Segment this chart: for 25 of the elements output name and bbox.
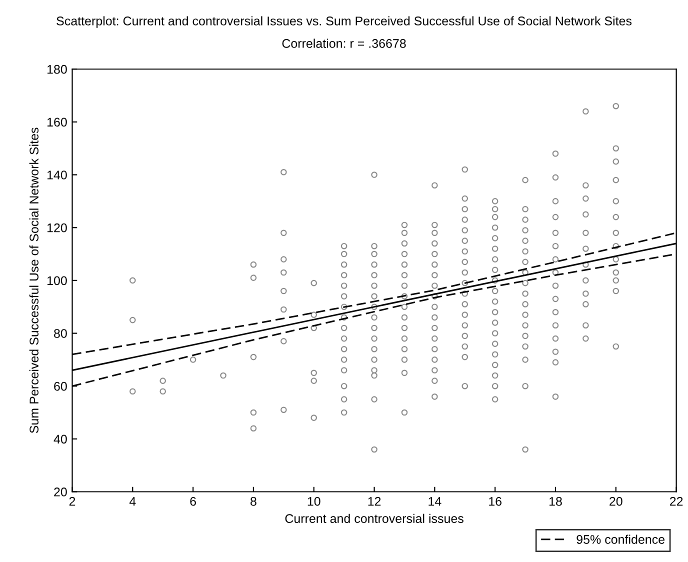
y-tick-label: 20 bbox=[54, 488, 67, 496]
y-tick-label: 140 bbox=[47, 170, 67, 180]
y-tick-label: 100 bbox=[47, 276, 67, 286]
chart-subtitle: Correlation: r = .36678 bbox=[282, 38, 406, 48]
x-tick-label: 22 bbox=[670, 496, 683, 506]
y-tick-label: 160 bbox=[47, 118, 67, 127]
chart-title: Scatterplot: Current and controversial Issues vs. Sum Perceived Successful Use of Social Network Sites bbox=[56, 16, 632, 28]
x-tick-label: 18 bbox=[549, 496, 562, 506]
x-tick-label: 16 bbox=[489, 496, 502, 506]
x-tick-label: 20 bbox=[610, 496, 622, 506]
legend-label: 95% confidence bbox=[576, 534, 665, 544]
y-tick-label: 120 bbox=[47, 223, 67, 232]
x-tick-label: 2 bbox=[69, 496, 76, 506]
y-tick-label: 40 bbox=[54, 434, 67, 444]
x-axis-title: Current and controversial issues bbox=[285, 514, 464, 523]
x-tick-label: 6 bbox=[190, 496, 196, 506]
y-tick-label: 60 bbox=[54, 382, 67, 391]
y-tick-label: 180 bbox=[47, 64, 67, 74]
y-axis-title: Sum Perceived Successful Use of Social Network Sites bbox=[29, 128, 38, 434]
x-tick-label: 4 bbox=[129, 497, 136, 506]
y-tick-label: 80 bbox=[54, 329, 67, 338]
x-tick-label: 8 bbox=[250, 496, 256, 506]
x-tick-label: 10 bbox=[308, 496, 320, 506]
x-tick-label: 12 bbox=[368, 496, 381, 506]
x-tick-label: 14 bbox=[428, 497, 442, 506]
